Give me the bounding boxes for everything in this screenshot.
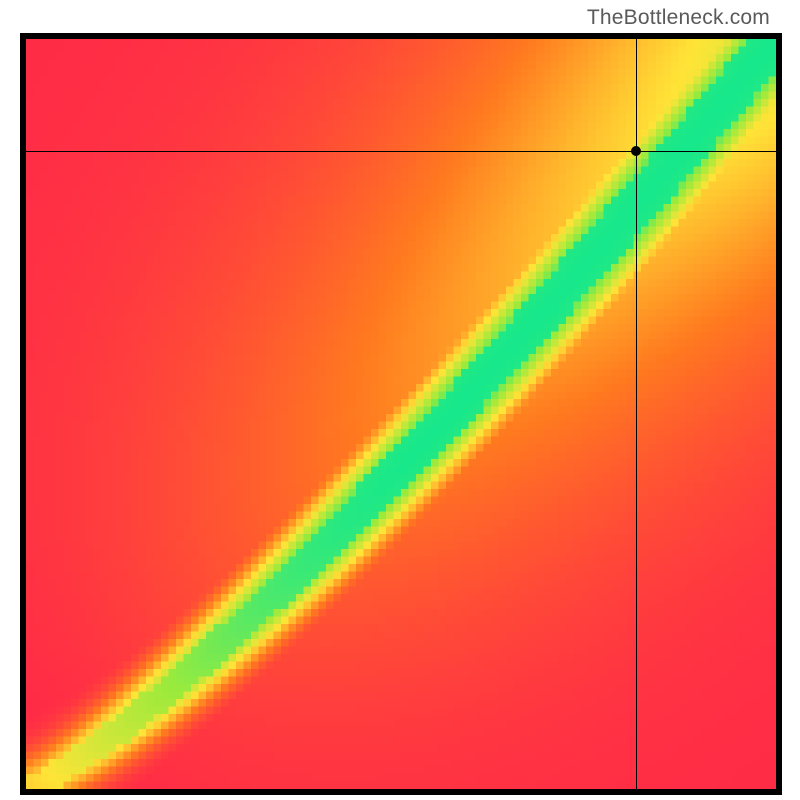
selected-point-marker	[631, 146, 641, 156]
chart-container: TheBottleneck.com	[0, 0, 800, 800]
plot-area	[26, 39, 776, 789]
watermark-text: TheBottleneck.com	[587, 6, 770, 30]
crosshair-horizontal	[26, 151, 776, 152]
